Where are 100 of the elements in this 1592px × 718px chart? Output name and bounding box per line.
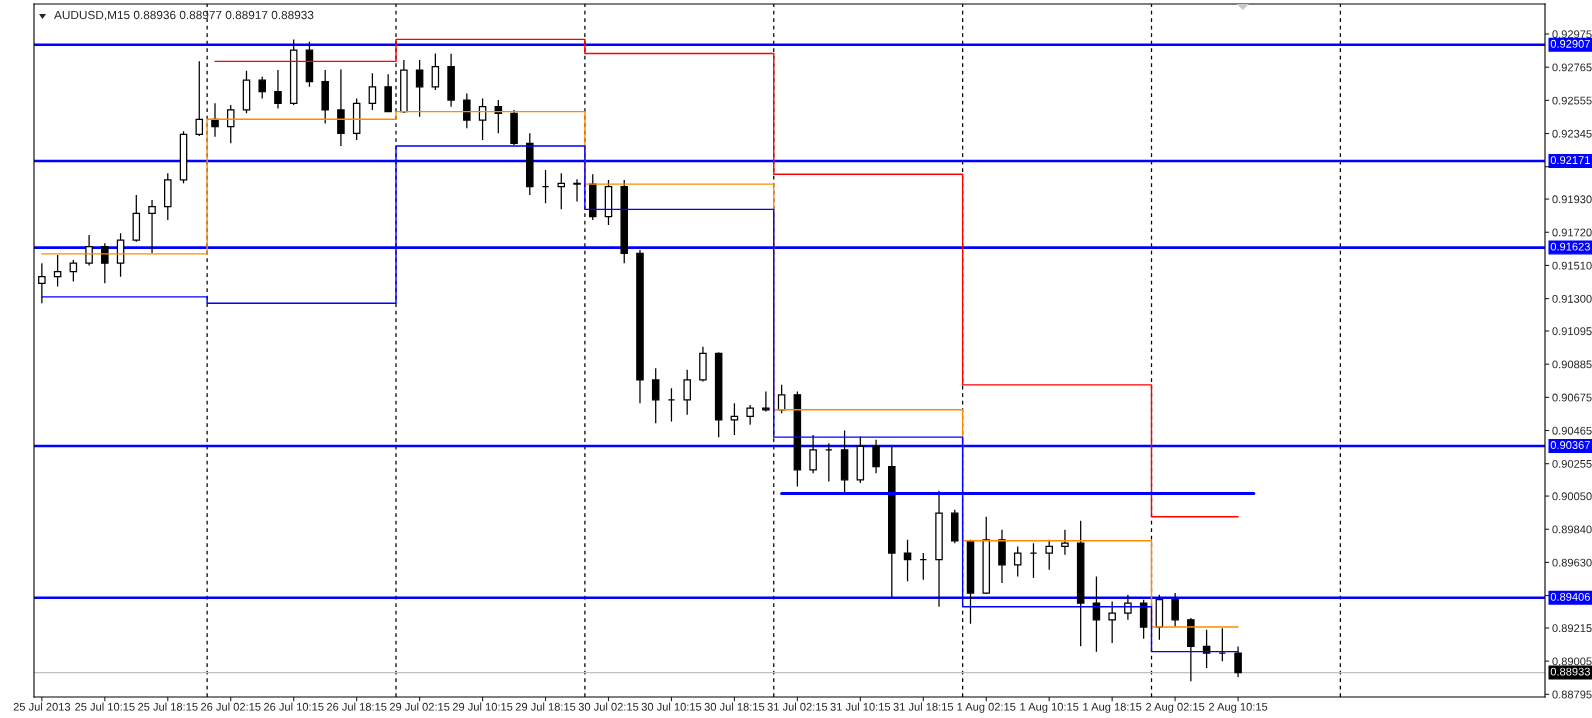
candlestick — [258, 76, 266, 100]
candlestick — [730, 402, 739, 436]
x-tick-label: 2 Aug 02:15 — [1146, 702, 1205, 713]
x-tick-label: 30 Jul 18:15 — [704, 702, 765, 711]
candlestick — [777, 384, 786, 414]
y-tick-label: 0.89840 — [1552, 525, 1592, 534]
candlestick — [1045, 539, 1053, 571]
candlestick — [53, 254, 62, 288]
y-tick-label: 0.91720 — [1552, 228, 1592, 237]
candlestick — [620, 179, 629, 264]
x-tick-label: 1 Aug 02:15 — [957, 702, 1016, 713]
candlestick — [289, 38, 298, 106]
candlestick — [415, 59, 424, 118]
candlestick — [573, 178, 581, 203]
candlestick — [1108, 600, 1116, 644]
candlestick — [1124, 594, 1132, 621]
candlestick — [541, 169, 550, 204]
candlestick — [825, 442, 833, 483]
y-tick-label: 0.92765 — [1552, 63, 1592, 72]
x-tick-label: 26 Jul 02:15 — [201, 702, 261, 711]
candlestick — [998, 529, 1006, 584]
x-tick-label: 29 Jul 18:15 — [515, 702, 576, 711]
x-tick-label: 29 Jul 10:15 — [452, 702, 513, 711]
y-tick-label: 0.90675 — [1552, 393, 1592, 402]
y-tick-label: 0.91510 — [1552, 261, 1592, 270]
candlestick — [494, 99, 503, 134]
y-tick-label: 0.89005 — [1552, 657, 1592, 666]
candlestick — [651, 367, 660, 424]
y-tick-label: 0.90050 — [1552, 492, 1592, 501]
candlestick — [1092, 575, 1101, 653]
candlestick — [38, 262, 46, 304]
candlestick — [746, 404, 754, 426]
candlestick — [352, 97, 361, 141]
candlestick — [132, 194, 141, 243]
candlestick — [872, 439, 880, 474]
x-tick-label: 1 Aug 10:15 — [1020, 702, 1079, 713]
candlestick — [714, 351, 723, 438]
candlestick — [683, 369, 691, 416]
ref-line-label: 0.91623 — [1550, 242, 1590, 251]
candlestick — [164, 172, 172, 221]
candlestick — [226, 104, 235, 144]
x-tick-label: 26 Jul 10:15 — [263, 702, 324, 711]
candlestick — [1171, 592, 1179, 628]
candlestick — [101, 242, 109, 284]
candlestick — [400, 59, 408, 114]
candlestick — [982, 516, 991, 595]
candlestick — [211, 102, 219, 138]
y-tick-label: 0.92345 — [1552, 129, 1592, 138]
candlestick — [242, 70, 251, 114]
y-tick-label: 0.91300 — [1552, 294, 1592, 303]
candlestick — [636, 249, 644, 404]
x-tick-label: 26 Jul 18:15 — [326, 702, 387, 711]
y-tick-label: 0.90885 — [1552, 360, 1592, 369]
candlestick — [557, 172, 566, 210]
candlestick — [1029, 542, 1038, 579]
candlestick — [966, 539, 975, 625]
candlestick — [195, 60, 204, 137]
x-tick-label: 2 Aug 10:15 — [1208, 702, 1268, 713]
candlestick — [762, 390, 770, 413]
x-tick-label: 1 Aug 18:15 — [1083, 702, 1142, 713]
x-tick-label: 30 Jul 02:15 — [578, 702, 639, 711]
y-tick-label: 0.91095 — [1552, 327, 1592, 336]
ref-line-label: 0.92907 — [1550, 39, 1590, 48]
candlestick — [1187, 617, 1195, 682]
candlestick — [809, 434, 817, 474]
candlestick — [69, 259, 78, 283]
candlestick — [856, 435, 865, 484]
candlestick — [510, 109, 518, 146]
candlestick — [1155, 594, 1164, 641]
x-tick-label: 31 Jul 18:15 — [893, 702, 954, 711]
y-tick-label: 0.89630 — [1552, 558, 1592, 567]
candlestick — [699, 346, 707, 383]
y-tick-label: 0.91930 — [1552, 195, 1592, 204]
candlestick — [447, 53, 455, 108]
candlestick — [950, 509, 959, 544]
x-tick-label: 25 Jul 18:15 — [138, 702, 198, 711]
candlestick — [1139, 599, 1148, 640]
candlestick — [478, 97, 487, 141]
candlestick — [888, 445, 896, 599]
x-tick-label: 31 Jul 10:15 — [830, 702, 891, 711]
candlestick — [1076, 520, 1085, 647]
candlestick — [337, 68, 345, 147]
y-tick-label: 0.90255 — [1552, 459, 1592, 468]
candlestick — [1202, 629, 1211, 669]
y-tick-label: 0.90465 — [1552, 426, 1592, 435]
candlestick — [840, 429, 849, 494]
y-tick-label: 0.88795 — [1552, 690, 1592, 699]
candlestick — [1061, 529, 1069, 556]
ref-line-label: 0.89406 — [1550, 592, 1590, 601]
candlestick — [604, 179, 613, 226]
candlestick — [588, 173, 597, 221]
candlestick — [148, 199, 156, 254]
chart-title: AUDUSD,M15 0.88936 0.88977 0.88917 0.88933 — [54, 10, 314, 21]
ref-line-label: 0.90367 — [1550, 441, 1590, 449]
candlestick — [431, 52, 440, 91]
y-tick-label: 0.92555 — [1552, 96, 1592, 105]
x-tick-label: 25 Jul 10:15 — [75, 702, 135, 711]
candlestick — [1218, 627, 1227, 662]
candlestick — [321, 69, 329, 125]
x-tick-label: 31 Jul 02:15 — [767, 702, 828, 711]
